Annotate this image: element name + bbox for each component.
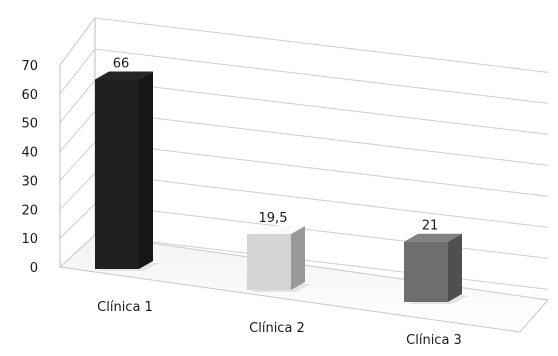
bar-side [139, 71, 153, 269]
category-label: Clínica 1 [97, 300, 153, 315]
bar-top [247, 226, 305, 234]
bar-top [95, 71, 153, 80]
gridlines [59, 17, 549, 290]
bar-front [404, 241, 448, 302]
y-tick-label: 20 [21, 203, 38, 218]
bar-front [95, 79, 139, 269]
y-tick-label: 50 [21, 117, 38, 132]
bar-side [448, 233, 462, 302]
labels: 66 Clínica 1 19,5 Clínica 2 21 Clínica 3 [97, 56, 462, 348]
y-tick-label: 0 [30, 261, 38, 276]
bar-2 [247, 226, 311, 292]
bar-3 [404, 233, 468, 304]
gridline-side-1 [59, 203, 96, 239]
gridline-back-1 [94, 203, 549, 259]
gridline-back-5 [94, 79, 549, 135]
gridline-side-6 [59, 48, 96, 95]
y-tick-label: 30 [21, 174, 38, 189]
y-tick-label: 40 [21, 146, 38, 161]
gridline-side-2 [59, 172, 96, 210]
gridline-side-7 [59, 17, 96, 66]
y-axis: 0 10 20 30 40 50 60 70 [21, 59, 61, 276]
gridline-back-4 [94, 110, 549, 166]
bar-side [291, 226, 305, 290]
y-tick-label: 70 [21, 59, 38, 74]
gridline-back-0 [94, 234, 549, 290]
gridline-back-6 [94, 48, 549, 104]
data-label: 19,5 [259, 211, 288, 226]
category-label: Clínica 3 [406, 333, 462, 348]
data-label: 21 [422, 219, 439, 234]
gridline-back-3 [94, 141, 549, 197]
category-label: Clínica 2 [249, 321, 305, 336]
gridline-back-7 [94, 17, 549, 73]
y-tick-label: 10 [21, 232, 38, 247]
data-label: 66 [113, 56, 130, 71]
gridline-side-0 [59, 234, 96, 268]
bars [95, 71, 468, 304]
bar-1 [95, 71, 159, 271]
y-tick-label: 60 [21, 88, 38, 103]
bar-top [404, 233, 462, 242]
gridline-back-2 [94, 172, 549, 228]
gridline-side-5 [59, 79, 96, 124]
bar-front [247, 234, 291, 290]
gridline-side-4 [59, 110, 96, 152]
gridline-side-3 [59, 141, 96, 181]
